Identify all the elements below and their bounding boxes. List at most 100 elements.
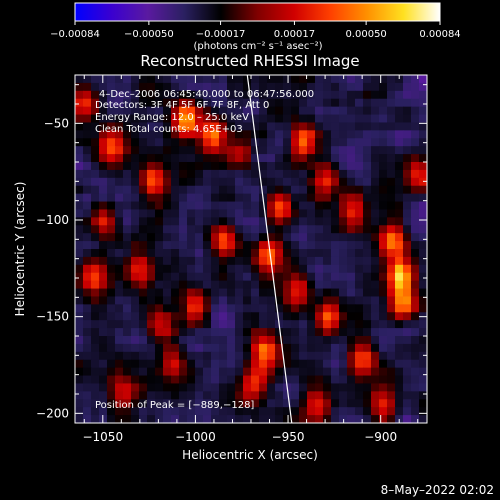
- heatmap-cell: [387, 233, 396, 242]
- heatmap-cell: [395, 272, 404, 282]
- heatmap-cell: [403, 383, 412, 392]
- heatmap-cell: [107, 75, 116, 84]
- heatmap-cell: [147, 106, 156, 116]
- heatmap-cell: [203, 336, 212, 345]
- heatmap-cell: [387, 169, 396, 179]
- heatmap-cell: [243, 343, 252, 353]
- heatmap-cell: [387, 383, 396, 392]
- heatmap-cell: [331, 328, 340, 337]
- heatmap-cell: [227, 217, 236, 226]
- heatmap-cell: [363, 75, 372, 84]
- heatmap-cell: [179, 75, 188, 84]
- heatmap-cell: [395, 146, 404, 155]
- heatmap-cell: [387, 225, 396, 234]
- heatmap-cell: [331, 162, 340, 171]
- heatmap-cell: [147, 375, 156, 385]
- heatmap-cell: [187, 280, 196, 290]
- heatmap-cell: [387, 296, 396, 305]
- heatmap-cell: [259, 146, 268, 155]
- heatmap-cell: [203, 383, 212, 392]
- heatmap-cell: [131, 399, 140, 408]
- heatmap-cell: [419, 249, 427, 258]
- heatmap-cell: [403, 90, 412, 100]
- heatmap-cell: [299, 304, 308, 313]
- heatmap-cell: [115, 233, 124, 242]
- heatmap-cell: [115, 201, 124, 211]
- heatmap-cell: [395, 280, 404, 290]
- heatmap-cell: [219, 233, 228, 242]
- heatmap-cell: [395, 399, 404, 408]
- heatmap-cell: [227, 264, 236, 274]
- heatmap-cell: [115, 90, 124, 100]
- heatmap-cell: [195, 162, 204, 171]
- heatmap-cell: [371, 312, 380, 321]
- heatmap-cell: [419, 106, 427, 116]
- heatmap-cell: [411, 351, 420, 361]
- heatmap-cell: [139, 407, 148, 416]
- heatmap-cell: [395, 407, 404, 416]
- heatmap-cell: [187, 391, 196, 400]
- heatmap-cell: [171, 336, 180, 345]
- heatmap-cell: [387, 193, 396, 203]
- heatmap-cell: [331, 320, 340, 329]
- heatmap-cell: [75, 201, 84, 211]
- heatmap-cell: [307, 272, 316, 282]
- heatmap-cell: [291, 249, 300, 258]
- heatmap-cell: [307, 185, 316, 195]
- heatmap-cell: [355, 225, 364, 234]
- heatmap-cell: [211, 138, 220, 147]
- heatmap-cell: [219, 399, 228, 408]
- heatmap-cell: [347, 359, 356, 369]
- heatmap-cell: [123, 114, 132, 124]
- heatmap-cell: [203, 288, 212, 298]
- heatmap-cell: [219, 177, 228, 187]
- heatmap-cell: [267, 201, 276, 211]
- heatmap-cell: [155, 415, 164, 423]
- heatmap-cell: [395, 264, 404, 274]
- heatmap-cell: [155, 201, 164, 211]
- heatmap-cell: [395, 367, 404, 377]
- heatmap-cell: [171, 177, 180, 187]
- heatmap-cell: [283, 75, 292, 84]
- heatmap-cell: [315, 90, 324, 100]
- heatmap-cell: [99, 367, 108, 377]
- heatmap-cell: [371, 177, 380, 187]
- heatmap-cell: [259, 272, 268, 282]
- heatmap-cell: [91, 75, 100, 84]
- heatmap-cell: [275, 146, 284, 155]
- heatmap-cell: [131, 138, 140, 147]
- heatmap-cell: [307, 169, 316, 179]
- heatmap-cell: [323, 375, 332, 385]
- heatmap-cell: [99, 288, 108, 298]
- heatmap-cell: [355, 264, 364, 274]
- heatmap-cell: [179, 106, 188, 116]
- x-tick-label: −1000: [175, 430, 216, 444]
- heatmap-cell: [339, 90, 348, 100]
- heatmap-cell: [275, 162, 284, 171]
- heatmap-cell: [171, 225, 180, 234]
- colorbar-ticks: −0.00084 −0.00050 −0.00017 0.00017 0.00050 0.…: [50, 21, 461, 40]
- heatmap-cell: [347, 343, 356, 353]
- heatmap-cell: [299, 415, 308, 423]
- heatmap-cell: [411, 106, 420, 116]
- heatmap-cell: [267, 185, 276, 195]
- heatmap-cell: [251, 391, 260, 400]
- heatmap-cell: [227, 296, 236, 305]
- heatmap-cell: [163, 312, 172, 321]
- heatmap-cell: [419, 217, 427, 226]
- heatmap-cell: [235, 288, 244, 298]
- heatmap-cell: [219, 249, 228, 258]
- heatmap-cell: [139, 375, 148, 385]
- y-tick-label: −50: [44, 116, 69, 130]
- heatmap-cell: [387, 122, 396, 131]
- heatmap-cell: [403, 114, 412, 124]
- heatmap-cell: [139, 138, 148, 147]
- heatmap-cell: [155, 185, 164, 195]
- heatmap-cell: [275, 312, 284, 321]
- heatmap-cell: [339, 106, 348, 116]
- heatmap-cell: [347, 407, 356, 416]
- heatmap-cell: [363, 106, 372, 116]
- heatmap-cell: [227, 256, 236, 266]
- heatmap-cell: [219, 328, 228, 337]
- heatmap-cell: [387, 367, 396, 377]
